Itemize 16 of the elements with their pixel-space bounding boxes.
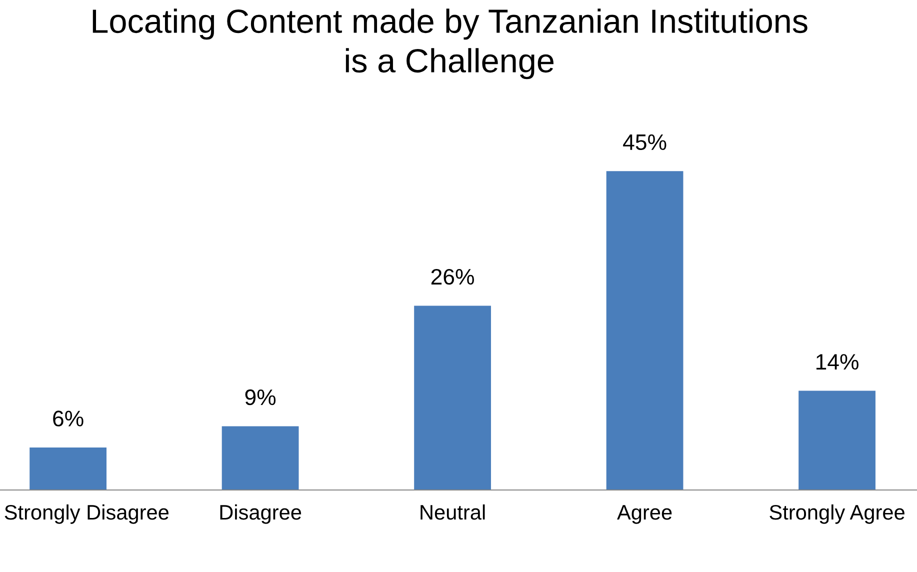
bar <box>606 171 684 490</box>
data-label: 9% <box>245 389 276 406</box>
bar <box>414 306 491 490</box>
data-label: 45% <box>623 134 666 150</box>
x-tick-label: Neutral <box>420 504 485 520</box>
bar <box>30 447 107 490</box>
x-tick-label: Strongly Disagree <box>4 504 169 524</box>
bar <box>798 390 876 490</box>
data-label: 6% <box>53 410 84 426</box>
chart-title: Locating Content made by Tanzanian Institutions is a Challenge <box>92 8 808 80</box>
x-tick-label: Strongly Agree <box>770 504 904 524</box>
x-tick-label: Agree <box>617 505 672 524</box>
data-label: 14% <box>816 354 858 370</box>
x-tick-label: Disagree <box>220 504 302 524</box>
data-label: 26% <box>431 268 474 285</box>
bar <box>222 426 299 490</box>
